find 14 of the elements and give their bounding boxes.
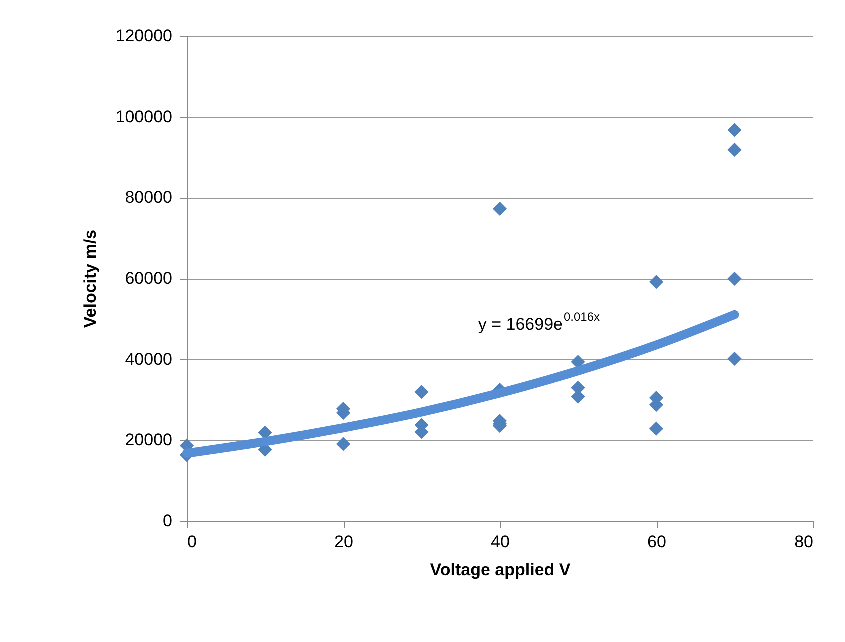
x-tick-label: 0: [188, 532, 197, 552]
y-tick-label: 0: [163, 512, 172, 530]
x-tick-label: 40: [491, 532, 510, 552]
x-axis-title: Voltage applied V: [430, 560, 572, 580]
y-tick-label: 80000: [125, 188, 172, 208]
y-tick-label: 40000: [125, 350, 172, 369]
y-tick-label: 60000: [125, 269, 172, 288]
y-tick-label: 100000: [116, 107, 172, 126]
x-tick-label: 60: [648, 532, 666, 552]
x-tick-label: 80: [794, 532, 814, 552]
y-axis-title: Velocity m/s: [80, 230, 100, 328]
x-tick-label: 20: [334, 532, 354, 552]
y-tick-label: 120000: [116, 26, 172, 46]
y-tick-label: 20000: [125, 430, 172, 450]
